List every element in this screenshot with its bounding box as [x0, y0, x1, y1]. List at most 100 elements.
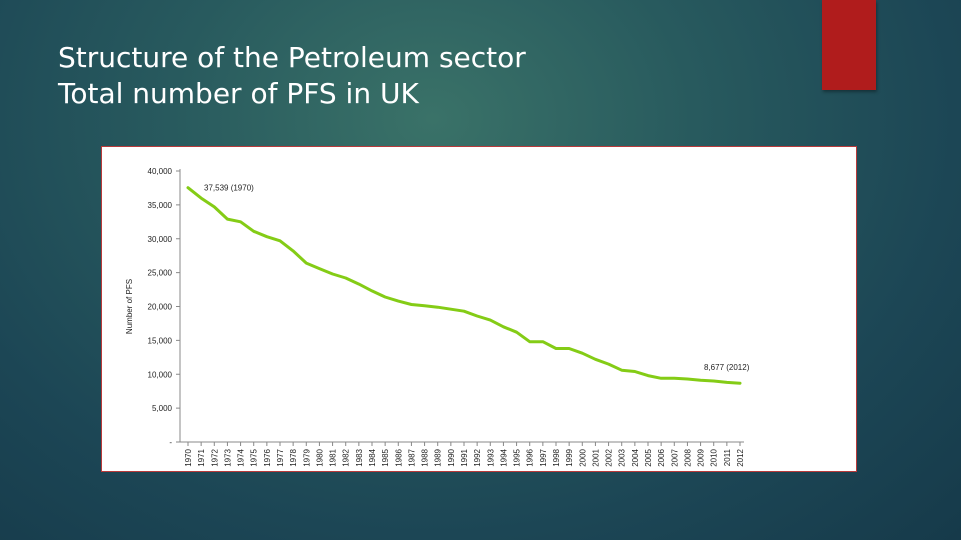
data-point: [384, 296, 386, 298]
data-point: [673, 377, 675, 379]
data-label: 8,677 (2012): [704, 363, 750, 372]
x-tick-label: 1981: [329, 448, 338, 466]
data-point: [331, 273, 334, 275]
x-tick-label: 2006: [657, 448, 666, 466]
data-point: [621, 369, 623, 371]
y-tick-label: 25,000: [148, 269, 173, 278]
x-tick-label: 1974: [237, 448, 246, 466]
y-tick-label: 10,000: [148, 370, 173, 379]
x-tick-label: 1975: [250, 448, 259, 466]
y-tick-label: -: [169, 438, 172, 447]
x-tick-label: 1983: [355, 448, 364, 466]
data-point: [213, 206, 215, 208]
data-point: [305, 262, 307, 264]
x-tick-label: 1987: [407, 448, 416, 466]
y-tick-label: 20,000: [148, 303, 173, 312]
data-point: [607, 363, 610, 365]
data-point: [647, 375, 649, 377]
x-tick-label: 1973: [223, 448, 232, 466]
data-point: [634, 370, 636, 373]
data-point: [437, 306, 439, 308]
x-tick-label: 1993: [486, 448, 495, 466]
x-tick-label: 2011: [723, 448, 732, 466]
y-axis-title: Number of PFS: [125, 279, 134, 334]
x-tick-label: 1986: [394, 448, 403, 466]
data-point: [239, 221, 242, 223]
x-tick-label: 1979: [302, 448, 311, 466]
data-point: [397, 300, 399, 302]
data-point: [410, 303, 413, 306]
x-tick-label: 1988: [421, 448, 430, 466]
data-point: [515, 331, 518, 333]
data-point: [489, 319, 491, 321]
x-tick-label: 1984: [368, 448, 377, 466]
data-point: [739, 382, 741, 384]
x-tick-label: 1985: [381, 448, 390, 466]
x-tick-label: 1994: [499, 448, 508, 466]
x-tick-label: 1999: [565, 448, 574, 466]
data-point: [555, 347, 557, 350]
x-tick-label: 2003: [618, 448, 627, 466]
accent-bar: [822, 0, 876, 90]
data-point: [200, 197, 202, 199]
x-tick-label: 2004: [631, 448, 640, 466]
data-point: [581, 352, 583, 354]
title-line-1: Structure of the Petroleum sector: [58, 41, 526, 74]
x-tick-label: 1989: [434, 448, 443, 466]
y-tick-label: 5,000: [152, 404, 173, 413]
x-tick-label: 1997: [539, 448, 548, 466]
data-point: [726, 381, 728, 383]
y-tick-label: 15,000: [148, 336, 173, 345]
x-tick-label: 2010: [710, 448, 719, 466]
data-point: [463, 310, 465, 312]
y-tick-label: 40,000: [148, 167, 173, 176]
data-point: [253, 230, 255, 232]
data-label: 37,539 (1970): [204, 184, 254, 193]
x-tick-label: 1978: [289, 448, 298, 466]
data-point: [358, 283, 360, 285]
x-tick-label: 2007: [670, 448, 679, 466]
x-tick-label: 1980: [315, 448, 324, 466]
x-tick-label: 1970: [184, 448, 193, 466]
data-point: [292, 250, 294, 252]
data-point: [476, 315, 478, 317]
data-point: [371, 290, 373, 292]
x-tick-label: 1995: [513, 448, 522, 466]
line-chart: 40,000 35,000 30,000 25,000 20,000 15,000 10,0…: [125, 167, 750, 467]
slide-title: Structure of the Petroleum sector Total …: [58, 40, 526, 112]
title-line-2: Total number of PFS in UK: [58, 77, 419, 110]
y-tick-label: 35,000: [148, 201, 173, 210]
data-point: [345, 277, 347, 279]
x-tick-label: 2009: [697, 448, 706, 466]
data-point: [660, 377, 662, 379]
x-tick-label: 1982: [342, 448, 351, 466]
x-tick-label: 1990: [447, 448, 456, 466]
data-point: [450, 308, 452, 310]
data-point: [266, 236, 268, 238]
data-point: [226, 218, 229, 220]
y-tick-label: 30,000: [148, 235, 173, 244]
data-point: [542, 341, 544, 343]
x-tick-label: 1977: [276, 448, 285, 466]
data-point: [568, 347, 570, 350]
x-tick-label: 1976: [263, 448, 272, 466]
x-tick-label: 1992: [473, 448, 482, 466]
x-tick-label: 2005: [644, 448, 653, 466]
x-tick-label: 2001: [591, 448, 600, 466]
x-tick-label: 1998: [552, 448, 561, 466]
data-point: [699, 379, 702, 381]
data-point: [686, 378, 689, 380]
chart-frame: 40,000 35,000 30,000 25,000 20,000 15,000 10,0…: [101, 146, 857, 472]
x-tick-label: 2012: [736, 448, 745, 466]
x-tick-label: 1972: [210, 448, 219, 466]
data-point: [318, 267, 321, 270]
x-tick-label: 1971: [197, 448, 206, 466]
x-tick-label: 2008: [683, 448, 692, 466]
data-point: [187, 187, 189, 189]
series-line: [186, 186, 742, 385]
x-tick-label: 2000: [578, 448, 587, 466]
x-tick-label: 1996: [526, 448, 535, 466]
x-tick-label: 2002: [605, 448, 614, 466]
data-point: [529, 341, 531, 343]
data-point: [594, 358, 597, 360]
